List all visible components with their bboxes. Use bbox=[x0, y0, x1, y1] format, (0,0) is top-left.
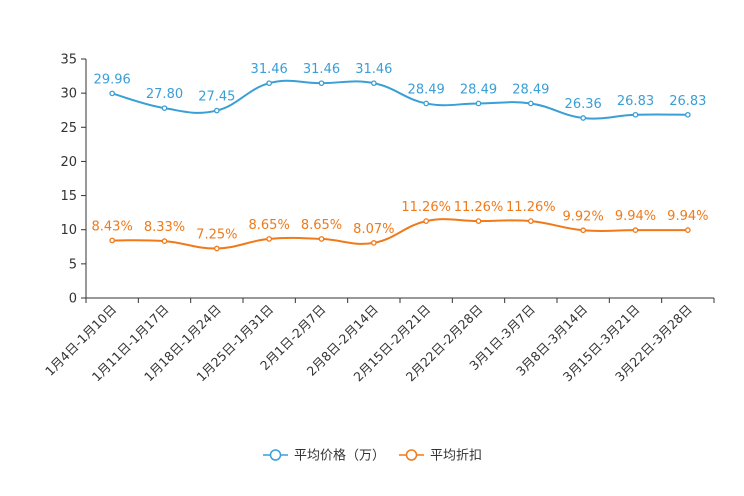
data-label: 26.36 bbox=[565, 97, 602, 112]
y-tick-label: 20 bbox=[60, 155, 77, 170]
data-label: 28.49 bbox=[408, 82, 445, 97]
data-point[interactable] bbox=[632, 111, 639, 118]
data-label: 26.83 bbox=[669, 94, 706, 109]
y-tick-label: 10 bbox=[60, 223, 77, 238]
data-point[interactable] bbox=[684, 111, 691, 118]
data-point[interactable] bbox=[161, 105, 168, 112]
data-point[interactable] bbox=[266, 236, 273, 242]
data-point[interactable] bbox=[475, 218, 482, 224]
data-label: 27.80 bbox=[146, 87, 183, 102]
y-tick-label: 5 bbox=[69, 257, 77, 272]
data-point[interactable] bbox=[318, 80, 325, 87]
series-line bbox=[111, 79, 688, 120]
y-tick-label: 35 bbox=[60, 53, 77, 68]
data-point[interactable] bbox=[161, 238, 168, 244]
data-point[interactable] bbox=[370, 240, 377, 246]
data-label: 27.45 bbox=[198, 90, 235, 105]
data-point[interactable] bbox=[213, 107, 220, 114]
data-label: 11.26% bbox=[454, 200, 504, 215]
data-point[interactable] bbox=[527, 100, 534, 107]
data-label: 31.46 bbox=[303, 62, 340, 77]
data-point[interactable] bbox=[109, 90, 116, 97]
data-point[interactable] bbox=[423, 218, 430, 224]
legend-marker bbox=[405, 449, 418, 461]
legend-label: 平均折扣 bbox=[430, 449, 482, 464]
data-point[interactable] bbox=[109, 237, 116, 244]
data-label: 8.43% bbox=[92, 219, 133, 234]
data-point[interactable] bbox=[370, 80, 377, 87]
data-label: 31.46 bbox=[251, 62, 288, 77]
data-label: 8.07% bbox=[353, 222, 394, 237]
data-point[interactable] bbox=[580, 227, 587, 234]
data-label: 8.65% bbox=[301, 218, 342, 233]
data-point[interactable] bbox=[684, 227, 691, 233]
data-point[interactable] bbox=[580, 115, 587, 121]
y-tick-label: 15 bbox=[60, 189, 77, 204]
data-point[interactable] bbox=[527, 218, 534, 224]
data-label: 9.94% bbox=[667, 209, 708, 224]
data-label: 7.25% bbox=[196, 227, 237, 242]
data-label: 8.65% bbox=[249, 218, 290, 233]
y-tick-label: 25 bbox=[60, 121, 77, 136]
data-point[interactable] bbox=[213, 245, 220, 252]
data-label: 26.83 bbox=[617, 94, 654, 109]
y-tick-label: 30 bbox=[60, 87, 77, 102]
data-point[interactable] bbox=[266, 80, 273, 87]
data-labels: 29.96 27.80 27.45 31.46 31.46 31.46 28.49 28.49… bbox=[92, 62, 709, 242]
series-layer bbox=[109, 79, 691, 252]
data-label: 8.33% bbox=[144, 220, 185, 235]
data-label: 29.96 bbox=[94, 72, 131, 87]
series-line bbox=[112, 218, 688, 250]
legend-marker bbox=[269, 449, 282, 461]
data-point[interactable] bbox=[475, 100, 482, 107]
y-tick-label: 0 bbox=[69, 292, 77, 307]
legend-item[interactable]: 平均价格（万） bbox=[263, 448, 385, 464]
data-label: 31.46 bbox=[355, 62, 392, 77]
data-label: 11.26% bbox=[506, 200, 556, 215]
data-point[interactable] bbox=[423, 100, 430, 107]
legend-label: 平均价格（万） bbox=[294, 448, 385, 464]
data-label: 9.94% bbox=[615, 209, 656, 224]
data-label: 28.49 bbox=[512, 82, 549, 97]
data-label: 11.26% bbox=[401, 200, 451, 215]
legend[interactable]: 平均价格（万） 平均折扣 bbox=[263, 448, 482, 464]
data-label: 28.49 bbox=[460, 82, 497, 97]
legend-item[interactable]: 平均折扣 bbox=[399, 449, 482, 464]
data-label: 9.92% bbox=[563, 209, 604, 224]
data-point[interactable] bbox=[318, 236, 325, 242]
data-point[interactable] bbox=[632, 227, 639, 233]
